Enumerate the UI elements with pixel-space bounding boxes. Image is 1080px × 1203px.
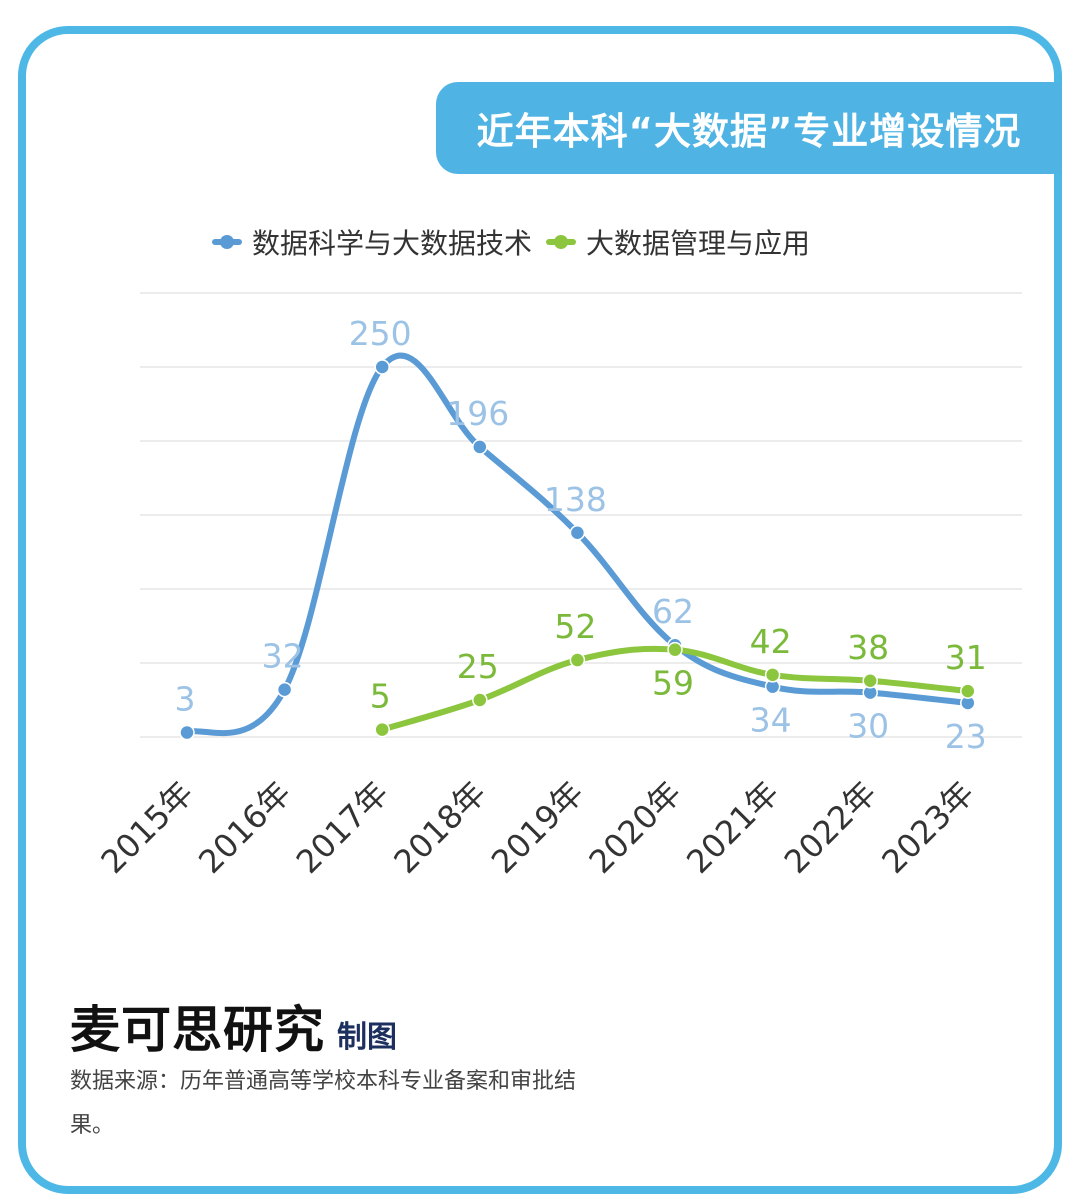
series-1-data-label: 3 [175,680,196,719]
x-tick-label: 2016年 [191,774,298,881]
series-1-line [184,352,971,737]
series-1-data-label: 30 [847,707,889,746]
series-1-data-label: 138 [544,480,607,519]
legend-item-series-2: 大数据管理与应用 [546,222,810,262]
series-2-data-label: 25 [457,647,499,686]
series-1-point [472,439,488,455]
x-tick-label: 2023年 [874,774,981,881]
data-source-note: 数据来源：历年普通高等学校本科专业备案和审批结果。 [70,1069,577,1138]
title-banner: 近年本科“大数据”专业增设情况 [436,82,1062,174]
legend: 数据科学与大数据技术 大数据管理与应用 [212,220,810,264]
x-tick-label: 2019年 [484,774,591,881]
series-2-data-label: 38 [847,628,889,667]
series-2-point [862,673,878,689]
chart-title: 近年本科“大数据”专业增设情况 [476,110,1022,153]
x-tick-label: 2022年 [777,774,884,881]
series-2-point [569,652,586,668]
series-1-data-label: 196 [446,394,509,433]
series-2-point [374,721,390,738]
series-1-point [374,359,390,375]
series-1-point [179,724,195,741]
card-frame [18,26,1062,1194]
x-tick-label: 2020年 [582,774,689,881]
series-1-data-label: 34 [750,701,792,740]
series-2-point [667,641,683,658]
brand-suffix: 制图 [337,1020,397,1055]
x-tick-label: 2021年 [679,774,786,881]
series-2-data-label: 5 [370,677,391,716]
series-2-point [764,667,781,683]
brand-name: 麦可思研究 [70,1001,325,1059]
x-tick-label: 2018年 [386,774,493,881]
series-1-data-label: 23 [945,717,987,756]
legend-item-series-1: 数据科学与大数据技术 [212,222,532,262]
series-2-data-label: 31 [945,638,987,677]
legend-swatch-series-2 [546,235,577,249]
series-2-data-label: 52 [554,607,596,646]
series-1-data-label: 250 [349,314,412,353]
series-1-data-label: 32 [262,637,304,676]
series-2-data-label: 59 [652,664,694,703]
series-2-point [960,683,976,699]
series-2-point [472,692,488,708]
series-1-point [276,681,293,698]
x-tick-label: 2017年 [289,774,396,881]
series-1-point [569,525,586,541]
brand-block: 麦可思研究 制图 [70,990,397,1062]
series-1-data-label: 62 [652,592,694,631]
legend-swatch-series-1 [212,235,242,249]
x-tick-label: 2015年 [94,774,201,881]
legend-label-series-2: 大数据管理与应用 [586,227,811,260]
series-2-data-label: 42 [750,622,792,661]
legend-label-series-1: 数据科学与大数据技术 [252,227,533,260]
